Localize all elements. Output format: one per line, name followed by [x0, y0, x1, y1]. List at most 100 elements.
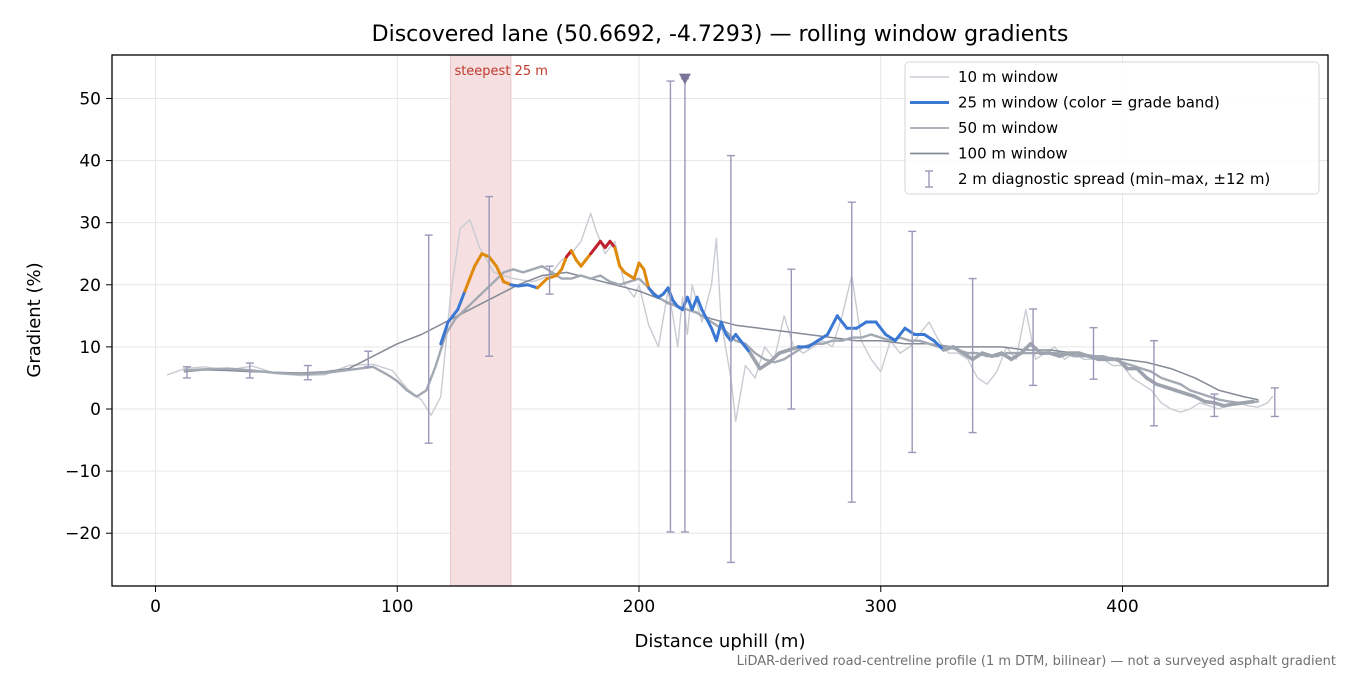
- legend-label: 100 m window: [958, 145, 1068, 163]
- error-bar: [485, 195, 494, 357]
- series-25m-segment: [613, 246, 622, 268]
- series-25m-segment: [1193, 394, 1207, 404]
- series-25m-segment: [446, 308, 460, 324]
- series-25m-segment: [685, 295, 694, 312]
- series-25m-segment: [642, 267, 651, 290]
- error-bar: [1270, 387, 1279, 418]
- series-25m-segment: [456, 289, 467, 312]
- x-tick-label: 300: [865, 597, 897, 617]
- error-bars: [182, 77, 1279, 564]
- series-25m-segment: [816, 332, 830, 343]
- steepest-label: steepest 25 m: [454, 64, 547, 79]
- series-25m-segment: [705, 317, 714, 330]
- error-bar: [1089, 326, 1098, 380]
- y-tick-label: 20: [79, 276, 101, 296]
- series-25m-segment: [473, 252, 484, 268]
- series-25m-segment: [999, 351, 1014, 362]
- series-25m-segment: [1241, 399, 1255, 405]
- error-bar: [424, 234, 433, 444]
- legend-label: 10 m window: [958, 68, 1058, 86]
- legend-item: 25 m window (color = grade band): [910, 94, 1220, 112]
- series-25m-segment: [526, 283, 539, 290]
- legend-label: 2 m diagnostic spread (min–max, ±12 m): [958, 170, 1270, 188]
- series-25m-segment: [1028, 341, 1043, 355]
- legend-label: 25 m window (color = grade band): [958, 94, 1220, 112]
- series-25m-segment: [951, 345, 965, 355]
- y-tick-label: −20: [65, 524, 101, 544]
- series-25m-segment: [758, 360, 772, 371]
- series-25m-segment: [560, 255, 568, 271]
- series-line-2: [183, 265, 1260, 404]
- footnote: LiDAR-derived road-centreline profile (1…: [737, 654, 1336, 669]
- error-bar: [1149, 339, 1158, 427]
- series-25m-segment: [826, 314, 839, 336]
- series-25m-segment: [468, 264, 477, 281]
- y-tick-label: 10: [79, 338, 101, 358]
- x-tick-label: 400: [1106, 597, 1138, 617]
- error-bar: [908, 230, 917, 454]
- error-bar: [968, 277, 977, 434]
- series-25m-segment: [1009, 351, 1023, 362]
- series-25m-segment: [739, 339, 752, 355]
- series-25m-segment: [787, 345, 801, 352]
- error-bar: [787, 268, 796, 410]
- series-25m-segment: [884, 332, 897, 343]
- y-axis: −20 −10 0 10 20 30 40 50: [65, 89, 112, 544]
- steepest-band: [449, 54, 512, 587]
- chart-title: Discovered lane (50.6692, -4.7293) — rol…: [372, 22, 1069, 47]
- series-25m-segment: [545, 273, 559, 281]
- error-bar: [666, 80, 675, 533]
- series-25m-segment: [767, 351, 782, 365]
- series-25m-segment: [932, 339, 946, 352]
- series-25m-segment: [855, 320, 868, 330]
- legend-box: [904, 61, 1320, 195]
- error-bar: [1029, 308, 1038, 387]
- error-bar: [182, 366, 191, 379]
- y-tick-label: 50: [79, 89, 101, 109]
- series-25m-segment: [632, 261, 641, 281]
- series-25m-segment: [569, 249, 578, 262]
- series-25m-segment: [714, 320, 723, 343]
- series-25m-segment: [535, 277, 549, 290]
- legend-item: 10 m window: [910, 68, 1058, 86]
- series-25m-segment: [463, 277, 472, 293]
- legend: 10 m window 25 m window (color = grade ba…: [904, 61, 1320, 195]
- x-tick-label: 200: [623, 597, 655, 617]
- error-bar: [726, 154, 735, 564]
- error-bar: [545, 265, 554, 295]
- y-tick-label: −10: [65, 462, 101, 482]
- series-25m-segment: [1144, 376, 1159, 386]
- legend-item: 2 m diagnostic spread (min–max, ±12 m): [925, 170, 1270, 188]
- error-bar: [1210, 393, 1219, 418]
- plot-frame: [111, 54, 1329, 587]
- series-25m-segment: [893, 326, 907, 343]
- series-25m-segment: [922, 332, 936, 343]
- series-25m-segment: [690, 295, 699, 312]
- y-axis-label: Gradient (%): [24, 262, 45, 377]
- series-25m-segment: [806, 339, 820, 349]
- series-25m-segment: [494, 264, 506, 284]
- series-25m-segment: [835, 314, 849, 330]
- x-axis-label: Distance uphill (m): [635, 631, 806, 652]
- clipped-value-marker: [678, 73, 691, 85]
- series-25m-segment: [874, 320, 888, 336]
- series-25m-segment: [487, 255, 498, 268]
- series-25m-segment: [1019, 341, 1033, 355]
- series-25m-segment: [439, 320, 450, 346]
- y-tick-label: 0: [90, 400, 101, 420]
- legend-item: 100 m window: [910, 145, 1068, 163]
- x-axis: 0 100 200 300 400: [150, 586, 1139, 617]
- error-bar: [303, 364, 312, 381]
- series-25m-segment: [903, 326, 917, 336]
- legend-label: 50 m window: [958, 119, 1058, 137]
- x-tick-label: 0: [150, 597, 161, 617]
- series-25m-segment: [748, 351, 762, 371]
- error-bar: [245, 362, 254, 379]
- series-25m-segment: [695, 295, 704, 312]
- x-tick-label: 100: [381, 597, 413, 617]
- series-25m-segment: [700, 308, 709, 321]
- series-25m-segment: [970, 351, 985, 362]
- series-25m-segment: [961, 351, 975, 362]
- y-tick-label: 30: [79, 214, 101, 234]
- series-25m-segment: [516, 283, 530, 288]
